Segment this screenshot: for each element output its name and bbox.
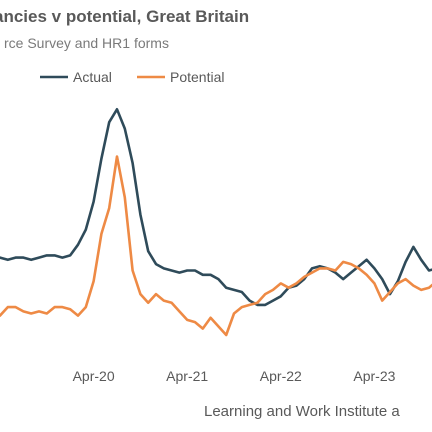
- series-line-potential: [0, 155, 432, 337]
- source-note: Learning and Work Institute a: [204, 403, 400, 420]
- x-tick-label: Apr-22: [260, 368, 302, 384]
- legend-label-actual: Actual: [73, 69, 112, 85]
- plot-area: [0, 108, 432, 337]
- x-tick-label: Apr-21: [166, 368, 208, 384]
- x-tick-label: Apr-23: [353, 368, 395, 384]
- chart-title: ancies v potential, Great Britain: [0, 7, 250, 26]
- legend-label-potential: Potential: [170, 69, 224, 85]
- x-tick-label: Apr-20: [73, 368, 115, 384]
- chart-subtitle: rce Survey and HR1 forms: [4, 35, 169, 51]
- legend: Actual Potential: [40, 69, 224, 85]
- series-line-actual: [0, 108, 432, 307]
